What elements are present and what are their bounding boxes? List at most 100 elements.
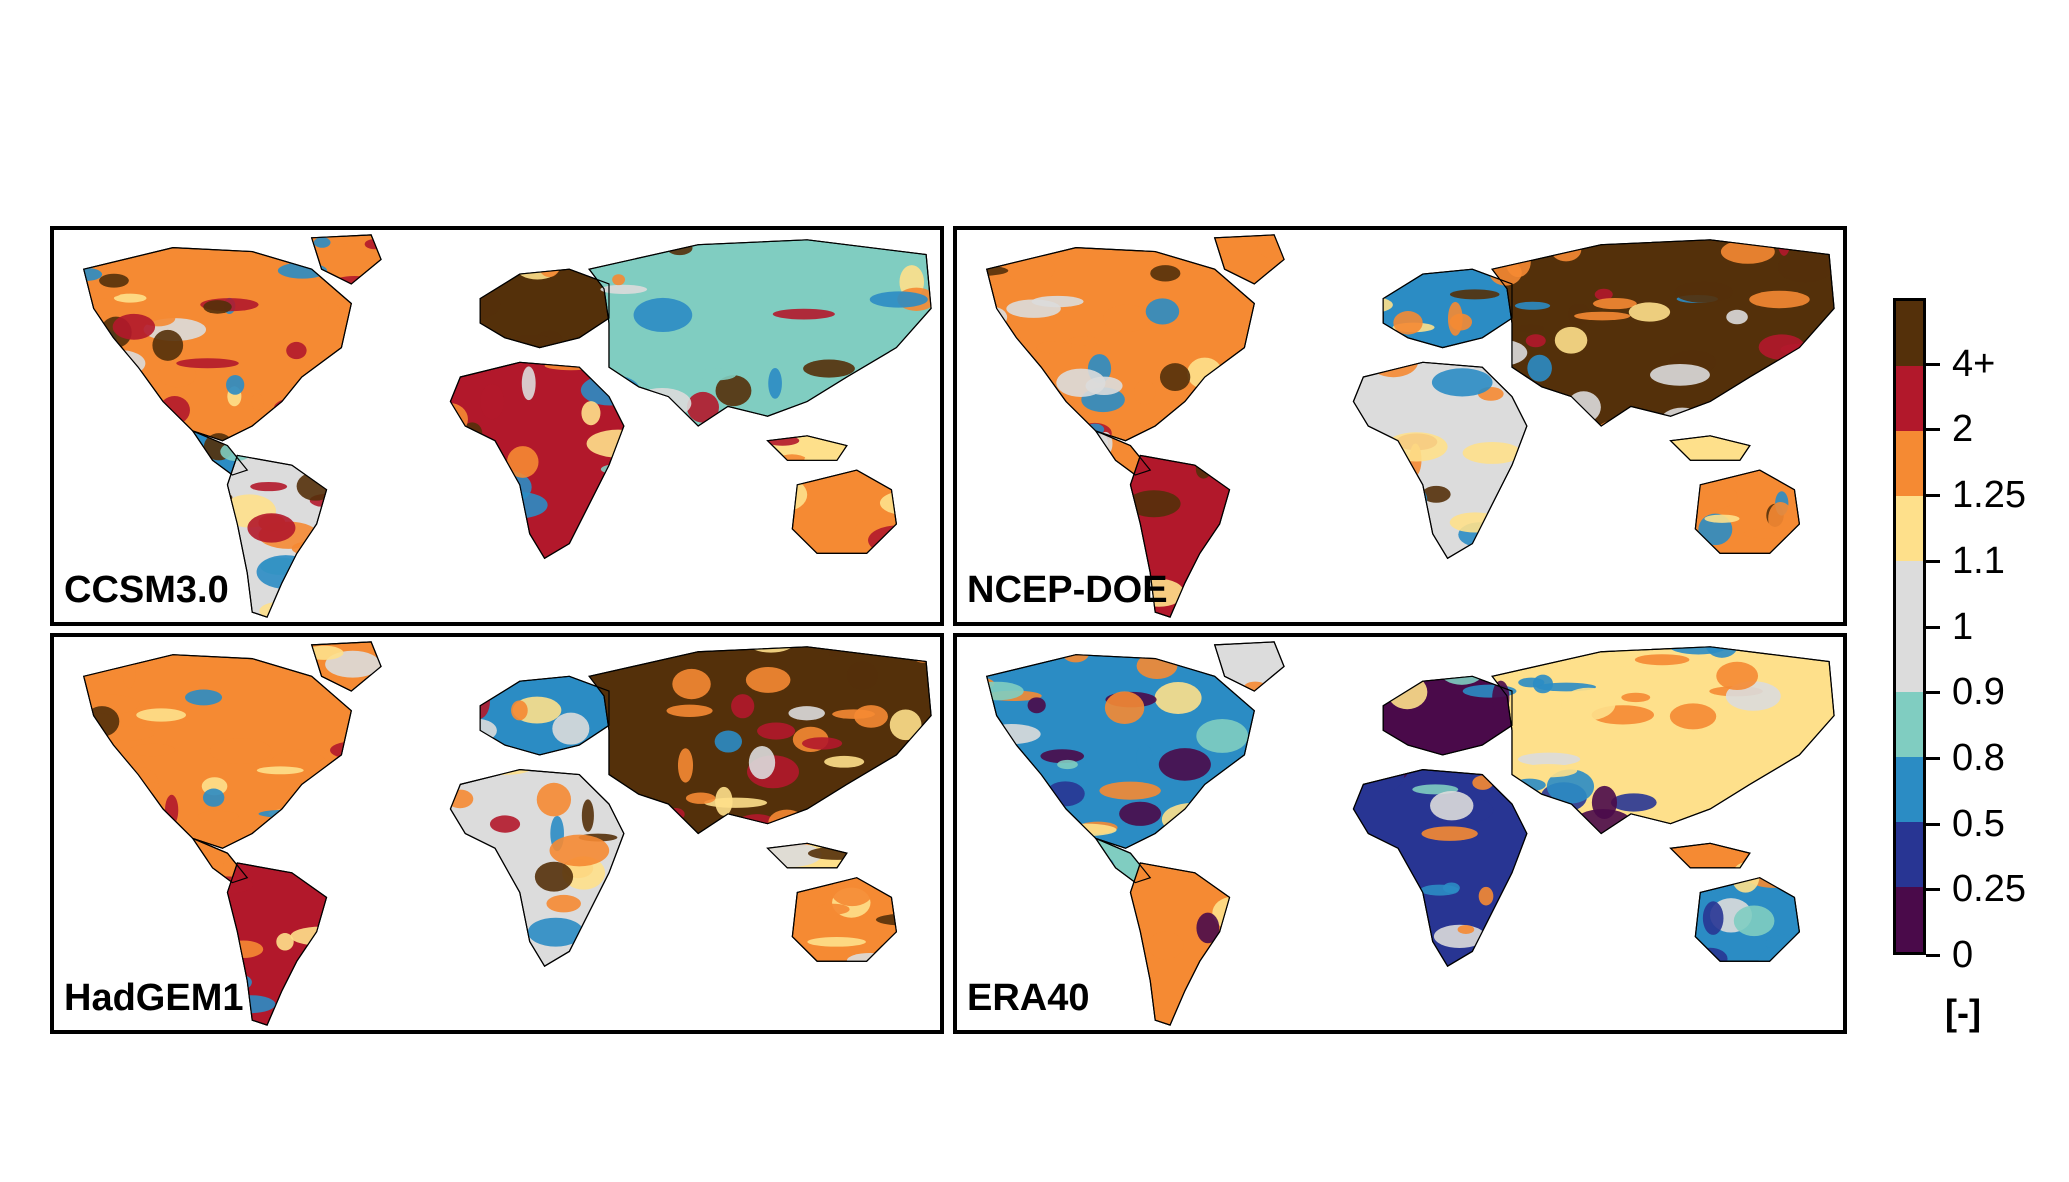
coastline-northAmerica bbox=[986, 247, 1255, 442]
field-patch bbox=[1497, 560, 1527, 594]
field-patch bbox=[1500, 903, 1540, 919]
field-patch bbox=[1099, 781, 1161, 800]
field-patch bbox=[986, 853, 1002, 871]
field-patch bbox=[122, 656, 136, 689]
field-patch bbox=[1514, 301, 1551, 310]
field-patch bbox=[686, 391, 719, 423]
field-patch bbox=[1577, 989, 1613, 1022]
field-patch bbox=[353, 460, 397, 494]
field-patch bbox=[88, 544, 110, 561]
field-patch bbox=[176, 358, 239, 369]
field-patch bbox=[802, 992, 862, 1016]
field-patch bbox=[721, 851, 764, 875]
field-patch bbox=[1150, 265, 1181, 282]
colorbar-segment bbox=[1896, 756, 1923, 822]
panel-label: CCSM3.0 bbox=[64, 569, 229, 611]
field-patch bbox=[1085, 522, 1113, 545]
coastline-northAmerica bbox=[83, 654, 352, 849]
field-patch bbox=[581, 401, 601, 426]
field-patch bbox=[1478, 886, 1494, 906]
field-patch bbox=[83, 247, 90, 272]
field-patch bbox=[402, 564, 450, 597]
field-patch bbox=[750, 492, 794, 515]
field-patch bbox=[886, 767, 918, 781]
field-patch bbox=[83, 664, 118, 680]
field-patch bbox=[1018, 886, 1061, 919]
field-patch bbox=[1287, 588, 1312, 606]
field-patch bbox=[1756, 653, 1814, 681]
field-patch bbox=[1421, 485, 1451, 503]
field-patch bbox=[1321, 876, 1369, 910]
field-patch bbox=[1258, 312, 1287, 340]
field-patch bbox=[1751, 788, 1809, 822]
field-patch bbox=[1591, 919, 1647, 936]
field-patch bbox=[54, 794, 82, 811]
field-patch bbox=[83, 869, 92, 890]
field-patch bbox=[427, 292, 466, 318]
field-patch bbox=[1772, 978, 1821, 990]
field-patch bbox=[824, 812, 855, 831]
field-patch bbox=[269, 749, 328, 781]
field-patch bbox=[702, 466, 764, 479]
coastline-africa bbox=[449, 361, 625, 560]
field-patch bbox=[1716, 661, 1759, 691]
field-patch bbox=[1704, 514, 1740, 523]
field-patch bbox=[622, 846, 677, 863]
field-patch bbox=[990, 837, 1015, 863]
field-patch bbox=[273, 397, 323, 420]
field-patch bbox=[1554, 326, 1588, 354]
field-patch bbox=[1669, 703, 1717, 730]
field-patch bbox=[1159, 429, 1218, 447]
field-patch bbox=[491, 491, 548, 519]
field-patch bbox=[891, 448, 907, 458]
coastline-centralAmerica bbox=[1094, 429, 1152, 476]
field-patch bbox=[600, 930, 615, 966]
field-patch bbox=[582, 547, 603, 559]
field-patch bbox=[1158, 748, 1211, 781]
colorbar-tick-label: 0.8 bbox=[1952, 736, 2005, 779]
field-patch bbox=[1447, 301, 1463, 336]
field-patch bbox=[1486, 939, 1513, 967]
field-patch bbox=[722, 953, 760, 973]
field-patch bbox=[1420, 237, 1453, 272]
field-patch bbox=[986, 723, 1041, 745]
field-patch bbox=[1449, 289, 1500, 300]
field-patch bbox=[1269, 908, 1324, 932]
field-patch bbox=[286, 341, 307, 360]
field-patch bbox=[325, 650, 381, 678]
field-patch bbox=[986, 852, 991, 888]
colorbar-tick bbox=[1926, 494, 1940, 498]
field-patch bbox=[745, 666, 791, 693]
field-patch bbox=[226, 374, 245, 395]
field-patch bbox=[1325, 291, 1342, 310]
field-patch bbox=[437, 892, 468, 907]
field-patch bbox=[697, 368, 737, 381]
field-patch bbox=[1304, 971, 1338, 999]
world-map bbox=[83, 234, 932, 618]
field-patch bbox=[889, 709, 922, 741]
field-patch bbox=[768, 809, 806, 835]
colorbar-segment bbox=[1896, 626, 1923, 692]
field-patch bbox=[1040, 749, 1085, 764]
field-patch bbox=[986, 399, 989, 431]
colorbar-tick-label: 2 bbox=[1952, 408, 1974, 451]
field-patch bbox=[1104, 691, 1145, 725]
field-patch bbox=[389, 886, 433, 923]
field-patch bbox=[665, 234, 696, 244]
field-patch bbox=[404, 696, 437, 707]
field-patch bbox=[1537, 475, 1571, 501]
field-patch bbox=[276, 933, 294, 951]
field-patch bbox=[1102, 304, 1151, 333]
field-patch bbox=[1592, 942, 1629, 976]
field-patch bbox=[1380, 870, 1407, 880]
field-patch bbox=[1524, 965, 1565, 997]
field-patch bbox=[164, 794, 179, 826]
field-patch bbox=[1678, 982, 1737, 996]
field-patch bbox=[877, 641, 899, 648]
field-patch bbox=[1476, 641, 1523, 658]
colorbar-tick-label: 0.25 bbox=[1952, 868, 2026, 911]
field-patch bbox=[1257, 234, 1312, 262]
field-patch bbox=[89, 398, 121, 412]
field-patch bbox=[527, 917, 584, 947]
field-patch bbox=[315, 411, 372, 433]
